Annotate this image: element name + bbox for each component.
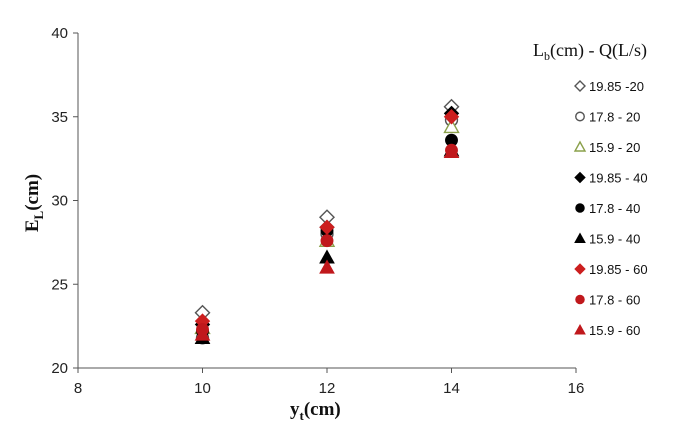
- y-tick-label: 40: [51, 25, 68, 42]
- legend-entry: 15.9 - 40: [574, 232, 640, 247]
- legend-marker: [574, 263, 586, 275]
- legend-label: 19.85 - 40: [589, 171, 648, 186]
- legend-entry: 17.8 - 40: [575, 201, 640, 216]
- legend-label: 19.85 -20: [589, 79, 644, 94]
- y-tick-label: 35: [51, 109, 68, 126]
- legend-label: 17.8 - 40: [589, 201, 640, 216]
- y-tick-label: 25: [51, 276, 68, 293]
- legend-entry: 19.85 - 40: [574, 171, 648, 186]
- data-points: [194, 98, 460, 345]
- data-point: [443, 143, 460, 159]
- legend-entry: 15.9 - 20: [573, 140, 640, 155]
- legend-label: 15.9 - 20: [589, 140, 640, 155]
- y-axis-label: EL(cm): [22, 174, 46, 232]
- legend-label: 17.8 - 20: [589, 110, 640, 125]
- x-tick-label: 16: [568, 380, 585, 397]
- legend-marker: [574, 323, 586, 335]
- legend-entry: 15.9 - 60: [574, 323, 640, 338]
- legend-entry: 19.85 -20: [574, 79, 644, 94]
- data-point: [194, 326, 211, 341]
- x-tick-label: 14: [443, 380, 460, 397]
- legend: 19.85 -20 17.8 - 20 15.9 - 20 19.85 - 40 17.…: [573, 79, 648, 338]
- legend-marker: [574, 80, 586, 92]
- legend-entry: 17.8 - 20: [575, 110, 640, 125]
- y-tick-label: 20: [51, 360, 68, 377]
- tick-labels: 20 25 30 35 40 8 10 12 14 16: [51, 25, 584, 397]
- legend-marker: [574, 232, 586, 243]
- legend-label: 15.9 - 60: [589, 323, 640, 338]
- y-tick-label: 30: [51, 193, 68, 210]
- x-axis-label: yt(cm): [290, 399, 341, 421]
- legend-label: 15.9 - 40: [589, 232, 640, 247]
- legend-marker: [575, 294, 585, 305]
- data-point: [319, 259, 335, 274]
- legend-entry: 17.8 - 60: [575, 293, 640, 308]
- axes: [73, 32, 577, 373]
- legend-marker: [575, 111, 585, 122]
- legend-marker: [574, 171, 586, 184]
- legend-marker: [573, 140, 587, 152]
- legend-label: 19.85 - 60: [589, 262, 648, 277]
- x-tick-label: 12: [319, 380, 336, 397]
- legend-marker: [575, 203, 585, 213]
- legend-entry: 19.85 - 60: [574, 262, 648, 277]
- y-axis-label-group: EL(cm): [22, 174, 46, 232]
- data-point: [443, 109, 460, 125]
- legend-title: Lb(cm) - Q(L/s): [533, 40, 647, 63]
- data-point: [320, 234, 334, 248]
- x-tick-label: 8: [74, 380, 82, 397]
- legend-label: 17.8 - 60: [589, 293, 640, 308]
- data-point: [443, 118, 460, 134]
- x-tick-label: 10: [194, 380, 211, 397]
